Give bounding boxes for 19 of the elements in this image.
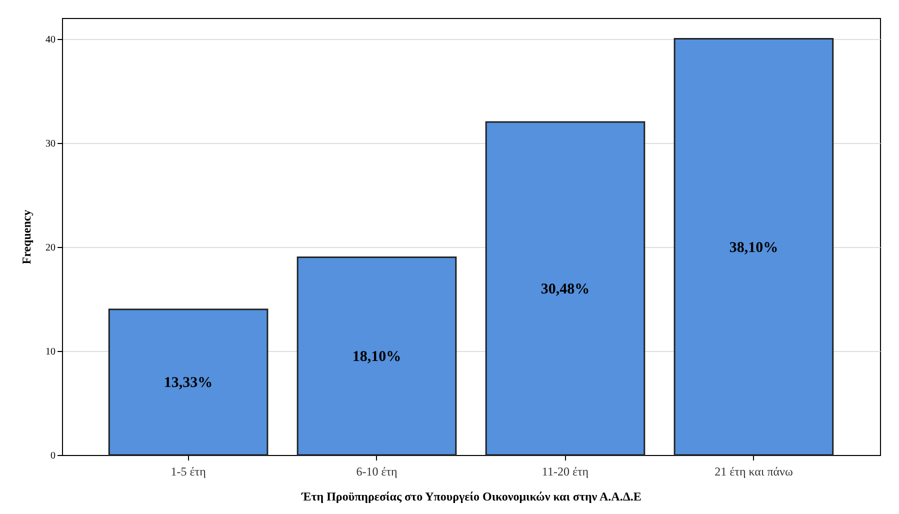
bar — [108, 308, 268, 456]
x-tick-label: 21 έτη και πάνω — [714, 464, 793, 478]
y-axis-title: Frequency — [20, 210, 34, 264]
y-tick-label: 30 — [46, 138, 56, 150]
x-tick-label: 1-5 έτη — [170, 464, 206, 478]
y-tick-label: 0 — [50, 450, 56, 462]
annotation: 38,10% — [729, 240, 778, 256]
annotation: 13,33% — [164, 375, 213, 392]
y-tick-label: 10 — [46, 346, 56, 358]
x-axis-title: Έτη Προϋπηρεσίας στο Υπουργείο Οικονομικών και στην Α.Α.Δ.Ε — [300, 490, 642, 504]
bar — [296, 256, 457, 456]
x-tick-label: 6-10 έτη — [356, 464, 398, 478]
x-tick-label: 11-20 έτη — [542, 464, 589, 478]
bar — [674, 38, 834, 456]
annotation: 18,10% — [352, 349, 402, 366]
y-tick-label: 20 — [46, 242, 56, 254]
annotation: 30,48% — [540, 282, 590, 298]
bar — [485, 121, 646, 456]
y-tick-label: 40 — [46, 34, 56, 46]
